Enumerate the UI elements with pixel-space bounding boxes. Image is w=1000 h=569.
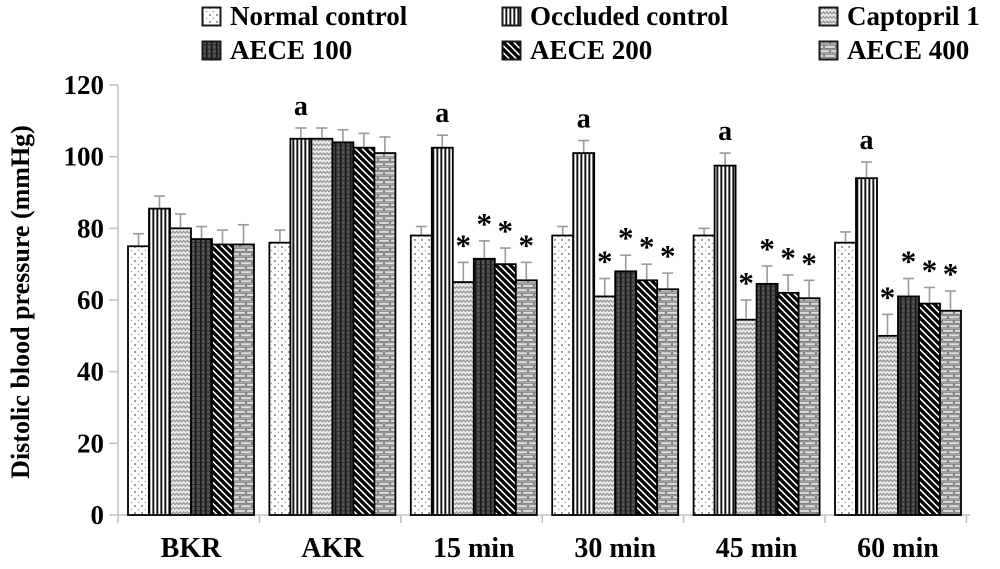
- legend-item-occluded-control: Occluded control: [501, 3, 728, 30]
- x-category-label: AKR: [301, 533, 364, 564]
- legend-swatch-wave-icon: [818, 6, 839, 27]
- bar-captopril-1-akr: [310, 137, 334, 516]
- annotation-star: *: [519, 227, 535, 262]
- legend-label: AECE 200: [530, 35, 653, 65]
- bar-aece-400-45-min: [797, 297, 821, 516]
- bar-occluded-control-60-min: [855, 177, 878, 516]
- legend-label: AECE 400: [847, 35, 970, 65]
- bar-aece-200-akr: [352, 146, 376, 516]
- legend-label: Captopril 1: [847, 1, 980, 31]
- x-category-label: 60 min: [857, 533, 939, 564]
- bar-aece-400-60-min: [939, 309, 962, 516]
- legend-item-normal-control: Normal control: [201, 3, 407, 30]
- annotation-star: *: [922, 252, 938, 287]
- bar-normal-control-15-min: [409, 234, 433, 516]
- bar-aece-400-bkr: [232, 243, 255, 516]
- legend-swatch-diag-icon: [501, 40, 522, 61]
- y-tick-label: 0: [91, 500, 105, 530]
- annotation-star: *: [943, 256, 959, 291]
- bar-aece-100-60-min: [897, 295, 920, 516]
- bar-occluded-control-bkr: [148, 207, 171, 516]
- legend-item-aece-200: AECE 200: [501, 37, 652, 64]
- annotation-star: *: [660, 238, 676, 273]
- annotation-star: *: [639, 229, 655, 264]
- legend-item-aece-400: AECE 400: [818, 37, 969, 64]
- legend-swatch-vlines-icon: [501, 6, 522, 27]
- legend-item-captopril: Captopril 1: [818, 3, 980, 30]
- bar-aece-100-30-min: [614, 270, 638, 516]
- bar-aece-200-45-min: [776, 291, 800, 516]
- annotation-star: *: [880, 279, 896, 314]
- bar-aece-200-bkr: [211, 243, 234, 516]
- legend-label: AECE 100: [230, 35, 353, 65]
- x-category-label: 45 min: [716, 533, 798, 564]
- legend-swatch-brick-icon: [818, 40, 839, 61]
- annotation-star: *: [456, 227, 472, 262]
- legend-swatch-dark-icon: [201, 40, 222, 61]
- annotation-star: *: [618, 220, 634, 255]
- bar-aece-100-bkr: [190, 238, 213, 516]
- bar-aece-400-akr: [373, 152, 397, 516]
- annotation-star: *: [477, 206, 493, 241]
- annotation-star: *: [801, 245, 817, 280]
- annotation-a: a: [860, 125, 874, 156]
- bar-captopril-1-15-min: [451, 281, 475, 516]
- y-tick-label: 80: [77, 213, 104, 243]
- bar-aece-100-15-min: [472, 257, 496, 516]
- bar-normal-control-30-min: [551, 234, 575, 516]
- bar-occluded-control-30-min: [572, 152, 596, 516]
- bar-captopril-1-bkr: [169, 227, 192, 516]
- bar-aece-200-15-min: [493, 263, 517, 516]
- y-tick-label: 40: [77, 357, 104, 387]
- bar-normal-control-60-min: [834, 241, 857, 516]
- legend-label: Normal control: [230, 1, 408, 31]
- bar-normal-control-bkr: [127, 245, 150, 516]
- annotation-star: *: [597, 244, 613, 279]
- bar-aece-400-30-min: [656, 288, 680, 516]
- bar-normal-control-akr: [268, 241, 292, 516]
- bar-aece-200-30-min: [635, 279, 659, 516]
- annotation-star: *: [738, 265, 754, 300]
- bar-aece-100-45-min: [755, 282, 779, 516]
- bar-captopril-1-30-min: [593, 295, 617, 516]
- bar-captopril-1-60-min: [876, 334, 899, 516]
- x-category-label: 30 min: [574, 533, 656, 564]
- bar-aece-100-akr: [331, 141, 355, 516]
- bar-normal-control-45-min: [692, 234, 716, 516]
- y-tick-label: 60: [77, 285, 104, 315]
- annotation-star: *: [759, 231, 775, 266]
- annotation-a: a: [435, 98, 449, 129]
- bar-occluded-control-akr: [289, 137, 313, 516]
- legend-item-aece-100: AECE 100: [201, 37, 352, 64]
- bar-occluded-control-15-min: [430, 146, 454, 516]
- bar-aece-200-60-min: [918, 302, 941, 516]
- legend-swatch-dots-icon: [201, 6, 222, 27]
- annotation-star: *: [901, 244, 917, 279]
- annotation-star: *: [498, 213, 514, 248]
- annotation-star: *: [780, 240, 796, 275]
- y-tick-label: 120: [64, 70, 105, 100]
- x-category-label: 15 min: [433, 533, 515, 564]
- y-tick-label: 20: [77, 428, 104, 458]
- annotation-a: a: [718, 116, 732, 147]
- annotation-a: a: [577, 104, 591, 135]
- y-tick-label: 100: [64, 142, 105, 172]
- annotation-a: a: [294, 91, 308, 122]
- bar-occluded-control-45-min: [713, 164, 737, 516]
- bar-aece-400-15-min: [514, 279, 538, 516]
- legend-label: Occluded control: [530, 1, 729, 31]
- bar-captopril-1-45-min: [734, 318, 758, 516]
- x-category-label: BKR: [161, 533, 222, 564]
